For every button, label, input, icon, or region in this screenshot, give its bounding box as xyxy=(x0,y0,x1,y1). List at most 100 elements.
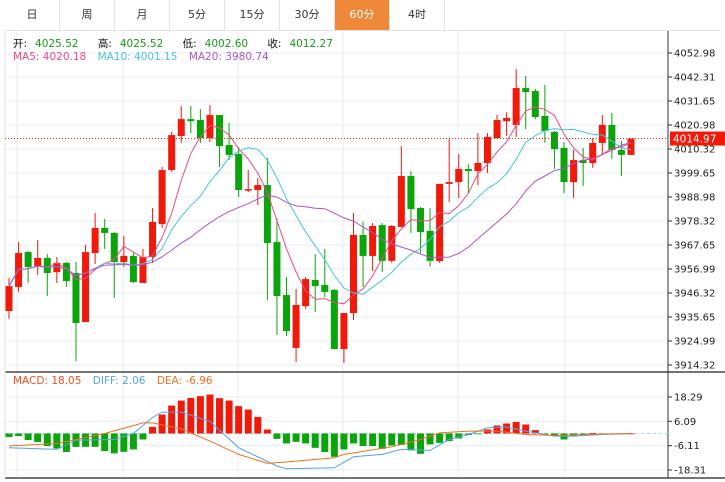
candle xyxy=(273,218,281,335)
macd-bar xyxy=(24,433,32,441)
candle xyxy=(129,252,137,283)
candle xyxy=(91,212,99,265)
price-tick-label: 4010.32 xyxy=(674,144,715,155)
candle-body xyxy=(302,279,310,307)
price-tick-label: 4020.98 xyxy=(674,121,715,132)
open-value: 4025.52 xyxy=(35,38,79,50)
macd-bar xyxy=(158,414,166,434)
candle-body xyxy=(483,136,491,163)
candle xyxy=(263,158,271,301)
candle xyxy=(426,208,434,267)
price-tick-label: 3946.32 xyxy=(674,288,715,299)
candle-body xyxy=(196,120,204,139)
candle-body xyxy=(436,183,444,262)
dea-value: DEA: -6.96 xyxy=(156,375,213,387)
candle xyxy=(330,288,338,350)
candle xyxy=(550,131,558,170)
candle xyxy=(216,115,224,168)
candle xyxy=(483,133,491,174)
macd-bar xyxy=(359,433,367,447)
macd-bar xyxy=(503,423,511,434)
macd-tick-label: -6.11 xyxy=(674,441,700,452)
candle xyxy=(311,254,319,312)
candle-body xyxy=(340,313,348,350)
macd-bar xyxy=(139,433,147,440)
tab-4hour[interactable]: 4时 xyxy=(390,0,445,30)
candle-body xyxy=(617,149,625,155)
candle-body xyxy=(149,221,157,258)
macd-bar xyxy=(263,429,271,434)
macd-tick-label: 18.29 xyxy=(674,393,703,404)
candle-body xyxy=(82,252,90,323)
macd-bar xyxy=(292,433,300,442)
macd-bar xyxy=(321,433,329,453)
candle-body xyxy=(110,232,118,262)
diff-value: DIFF: 2.06 xyxy=(92,375,146,387)
last-price-tag xyxy=(670,131,725,146)
tab-day[interactable]: 日 xyxy=(5,0,60,30)
macd-bar xyxy=(378,433,386,449)
dea-line xyxy=(8,422,632,464)
macd-bar xyxy=(53,433,61,449)
candle-body xyxy=(139,257,147,283)
candle-body xyxy=(608,124,616,150)
candle xyxy=(196,108,204,143)
candle-body xyxy=(129,255,137,283)
candle-body xyxy=(24,252,32,267)
candle xyxy=(72,261,80,361)
macd-bar xyxy=(254,416,262,434)
candle xyxy=(455,153,463,199)
candle-body xyxy=(397,176,405,227)
candle-body xyxy=(62,262,70,282)
candle xyxy=(302,277,310,310)
candle-body xyxy=(474,162,482,172)
candle-body xyxy=(34,257,42,267)
candle xyxy=(34,239,42,276)
candle xyxy=(570,149,578,199)
candle-body xyxy=(187,119,195,122)
candle xyxy=(541,84,549,143)
tab-15min[interactable]: 15分 xyxy=(225,0,280,30)
tab-30min[interactable]: 30分 xyxy=(280,0,335,30)
candle-body xyxy=(522,88,530,93)
close-label: 收: xyxy=(267,38,282,50)
candle-body xyxy=(541,115,549,132)
candle xyxy=(24,250,32,283)
macd-bar xyxy=(522,424,530,434)
candle-body xyxy=(254,185,262,190)
macd-legend: MACD: 18.05 DIFF: 2.06 DEA: -6.96 xyxy=(13,375,221,387)
diff-line xyxy=(8,411,632,470)
price-tick-label: 4052.98 xyxy=(674,49,715,60)
macd-bar xyxy=(120,433,128,452)
candle-body xyxy=(560,147,568,183)
candle xyxy=(493,115,501,139)
macd-bar xyxy=(302,433,310,444)
candle-body xyxy=(426,230,434,261)
macd-bar xyxy=(436,433,444,443)
candle xyxy=(369,223,377,271)
tab-week[interactable]: 周 xyxy=(60,0,115,30)
macd-bar xyxy=(512,421,520,434)
macd-bar xyxy=(5,433,13,438)
candle-body xyxy=(273,241,281,296)
candle xyxy=(82,244,90,323)
tab-5min[interactable]: 5分 xyxy=(170,0,225,30)
candle-body xyxy=(168,135,176,170)
candle-body xyxy=(531,90,539,118)
candle xyxy=(15,241,23,292)
candle xyxy=(168,131,176,172)
macd-bar xyxy=(388,433,396,446)
candle xyxy=(101,219,109,249)
tab-month[interactable]: 月 xyxy=(115,0,170,30)
ma10-line xyxy=(8,128,632,295)
tab-60min[interactable]: 60分 xyxy=(335,0,390,30)
candle xyxy=(187,106,195,134)
candle-body xyxy=(311,279,319,287)
macd-bar xyxy=(283,433,291,444)
candle xyxy=(512,68,520,137)
candle-body xyxy=(330,289,338,350)
candle xyxy=(464,164,472,193)
candle xyxy=(359,221,367,287)
macd-bar xyxy=(206,394,214,434)
